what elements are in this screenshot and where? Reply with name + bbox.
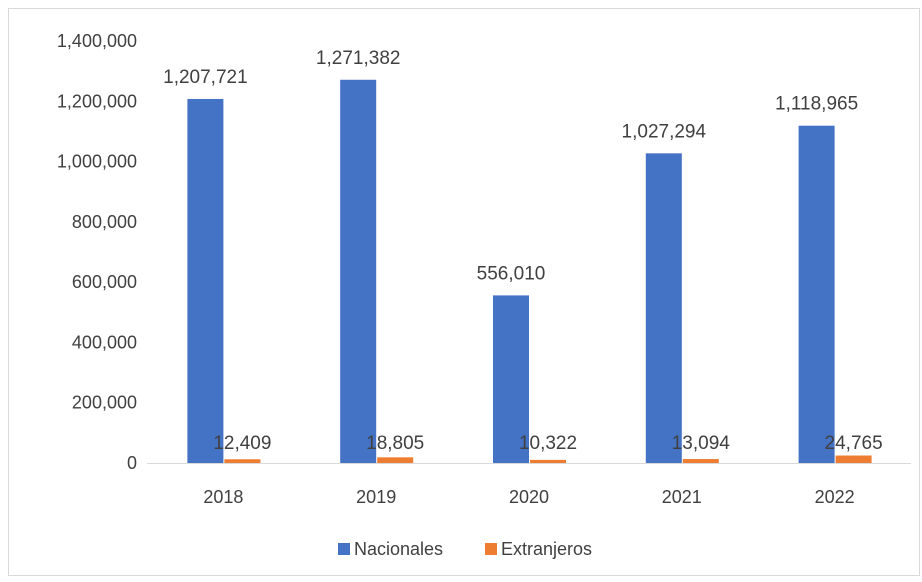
bar-extranjeros-2021 xyxy=(682,459,719,463)
x-tick-label: 2019 xyxy=(356,487,396,507)
x-tick-label: 2018 xyxy=(203,487,243,507)
data-label-nacionales-2022: 1,118,965 xyxy=(775,94,858,115)
bar-extranjeros-2018 xyxy=(224,459,261,463)
data-label-extranjeros-2022: 24,765 xyxy=(825,433,883,454)
bar-extranjeros-2019 xyxy=(377,457,414,463)
x-tick-label: 2021 xyxy=(662,487,702,507)
bar-nacionales-2022 xyxy=(798,125,835,463)
bar-chart: 0 200,000 400,000 600,000 800,000 1,000,000 1,… xyxy=(57,31,911,559)
x-axis-tick-labels: 2018 2019 2020 2021 2022 xyxy=(203,487,854,507)
legend-swatch-extranjeros xyxy=(485,543,497,555)
legend-label-extranjeros: Extranjeros xyxy=(501,539,592,559)
legend-label-nacionales: Nacionales xyxy=(354,539,443,559)
bar-nacionales-2020 xyxy=(493,295,529,463)
y-tick-label: 1,400,000 xyxy=(57,31,137,51)
x-tick-label: 2020 xyxy=(509,487,549,507)
bar-nacionales-2021 xyxy=(645,153,682,463)
bar-extranjeros-2020 xyxy=(530,459,566,463)
data-label-extranjeros-2018: 12,409 xyxy=(213,433,271,454)
data-label-nacionales-2019: 1,271,382 xyxy=(316,48,401,69)
y-axis-tick-labels: 0 200,000 400,000 600,000 800,000 1,000,000 1,… xyxy=(57,31,137,473)
data-label-extranjeros-2020: 10,322 xyxy=(519,433,577,454)
data-label-nacionales-2018: 1,207,721 xyxy=(163,67,248,88)
legend-swatch-nacionales xyxy=(338,543,350,555)
y-tick-label: 1,000,000 xyxy=(57,152,137,172)
y-tick-label: 800,000 xyxy=(72,212,137,232)
y-tick-label: 600,000 xyxy=(72,272,137,292)
y-tick-label: 1,200,000 xyxy=(57,91,137,111)
legend: Nacionales Extranjeros xyxy=(338,539,592,559)
data-label-nacionales-2021: 1,027,294 xyxy=(622,121,707,142)
bar-extranjeros-2022 xyxy=(835,455,872,463)
bars xyxy=(187,79,872,464)
y-tick-label: 400,000 xyxy=(72,332,137,352)
data-label-extranjeros-2019: 18,805 xyxy=(366,433,424,454)
data-label-nacionales-2020: 556,010 xyxy=(477,263,546,284)
data-labels: 1,207,721 12,409 1,271,382 18,805 556,010 10,… xyxy=(163,48,883,454)
data-label-extranjeros-2021: 13,094 xyxy=(672,433,731,454)
y-tick-label: 0 xyxy=(127,453,137,473)
x-tick-label: 2022 xyxy=(815,487,855,507)
bar-nacionales-2019 xyxy=(340,79,377,464)
y-tick-label: 200,000 xyxy=(72,393,137,413)
chart-frame: 0 200,000 400,000 600,000 800,000 1,000,000 1,… xyxy=(8,8,920,576)
bar-nacionales-2018 xyxy=(187,98,224,464)
